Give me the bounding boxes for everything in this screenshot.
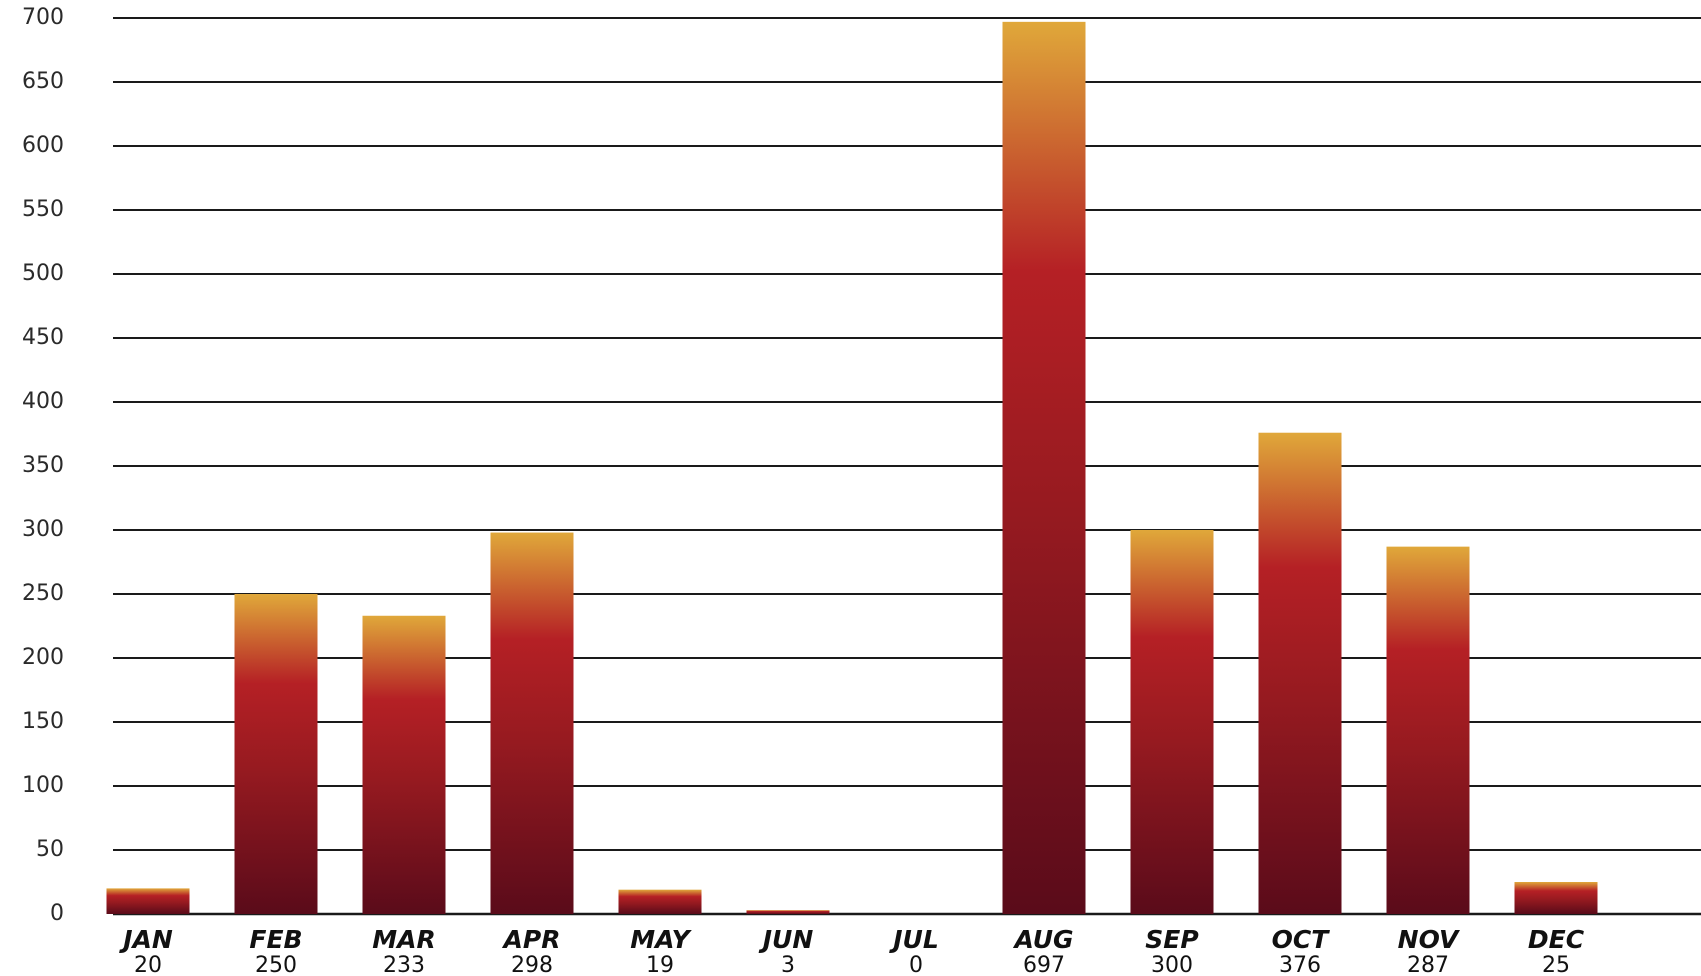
y-tick-label-0: 0 — [50, 901, 64, 926]
y-tick-label-400: 400 — [22, 389, 64, 414]
data-label-apr: 298 — [511, 953, 553, 976]
y-tick-label-150: 150 — [22, 709, 64, 734]
y-tick-label-700: 700 — [22, 5, 64, 30]
bar-sep — [1130, 530, 1214, 914]
bar-dec — [1514, 882, 1598, 914]
bar-feb — [234, 594, 318, 914]
x-tick-label-oct: OCT — [1272, 925, 1331, 954]
y-tick-label-450: 450 — [22, 325, 64, 350]
bar-may — [618, 889, 702, 914]
data-label-jul: 0 — [909, 953, 923, 976]
x-tick-label-aug: AUG — [1012, 925, 1073, 954]
bar-apr — [490, 532, 574, 914]
bar-jan — [106, 888, 190, 914]
x-tick-label-feb: FEB — [249, 925, 302, 954]
y-axis-tick-labels: 0 50 100 150 200 250 300 350 400 450 500 550 600 650 7… — [22, 5, 64, 926]
y-tick-label-550: 550 — [22, 197, 64, 222]
y-tick-label-350: 350 — [22, 453, 64, 478]
x-tick-label-may: MAY — [630, 925, 692, 954]
y-tick-label-250: 250 — [22, 581, 64, 606]
data-label-feb: 250 — [255, 953, 297, 976]
y-tick-label-650: 650 — [22, 69, 64, 94]
x-tick-label-sep: SEP — [1145, 925, 1198, 954]
bar-aug — [1002, 21, 1086, 914]
data-label-aug: 697 — [1023, 953, 1065, 976]
x-tick-label-dec: DEC — [1528, 925, 1585, 954]
x-tick-label-mar: MAR — [372, 925, 435, 954]
bar-oct — [1258, 432, 1342, 914]
y-tick-label-100: 100 — [22, 773, 64, 798]
data-label-sep: 300 — [1151, 953, 1193, 976]
y-tick-label-200: 200 — [22, 645, 64, 670]
bars — [106, 21, 1598, 914]
x-tick-label-nov: NOV — [1398, 925, 1460, 954]
y-tick-label-300: 300 — [22, 517, 64, 542]
x-tick-label-jul: JUL — [888, 925, 939, 954]
x-tick-label-jun: JUN — [758, 925, 814, 954]
bar-mar — [362, 615, 446, 914]
gridlines — [113, 17, 1701, 916]
bar-jun — [746, 910, 830, 914]
data-label-jun: 3 — [781, 953, 795, 976]
y-tick-label-50: 50 — [36, 837, 64, 862]
x-tick-label-apr: APR — [502, 925, 561, 954]
data-label-oct: 376 — [1279, 953, 1321, 976]
y-tick-label-600: 600 — [22, 133, 64, 158]
data-label-may: 19 — [646, 953, 674, 976]
x-tick-label-jan: JAN — [118, 925, 173, 954]
data-label-mar: 233 — [383, 953, 425, 976]
y-tick-label-500: 500 — [22, 261, 64, 286]
data-label-jan: 20 — [134, 953, 162, 976]
data-label-nov: 287 — [1407, 953, 1449, 976]
data-label-dec: 25 — [1542, 953, 1570, 976]
bar-nov — [1386, 546, 1470, 914]
